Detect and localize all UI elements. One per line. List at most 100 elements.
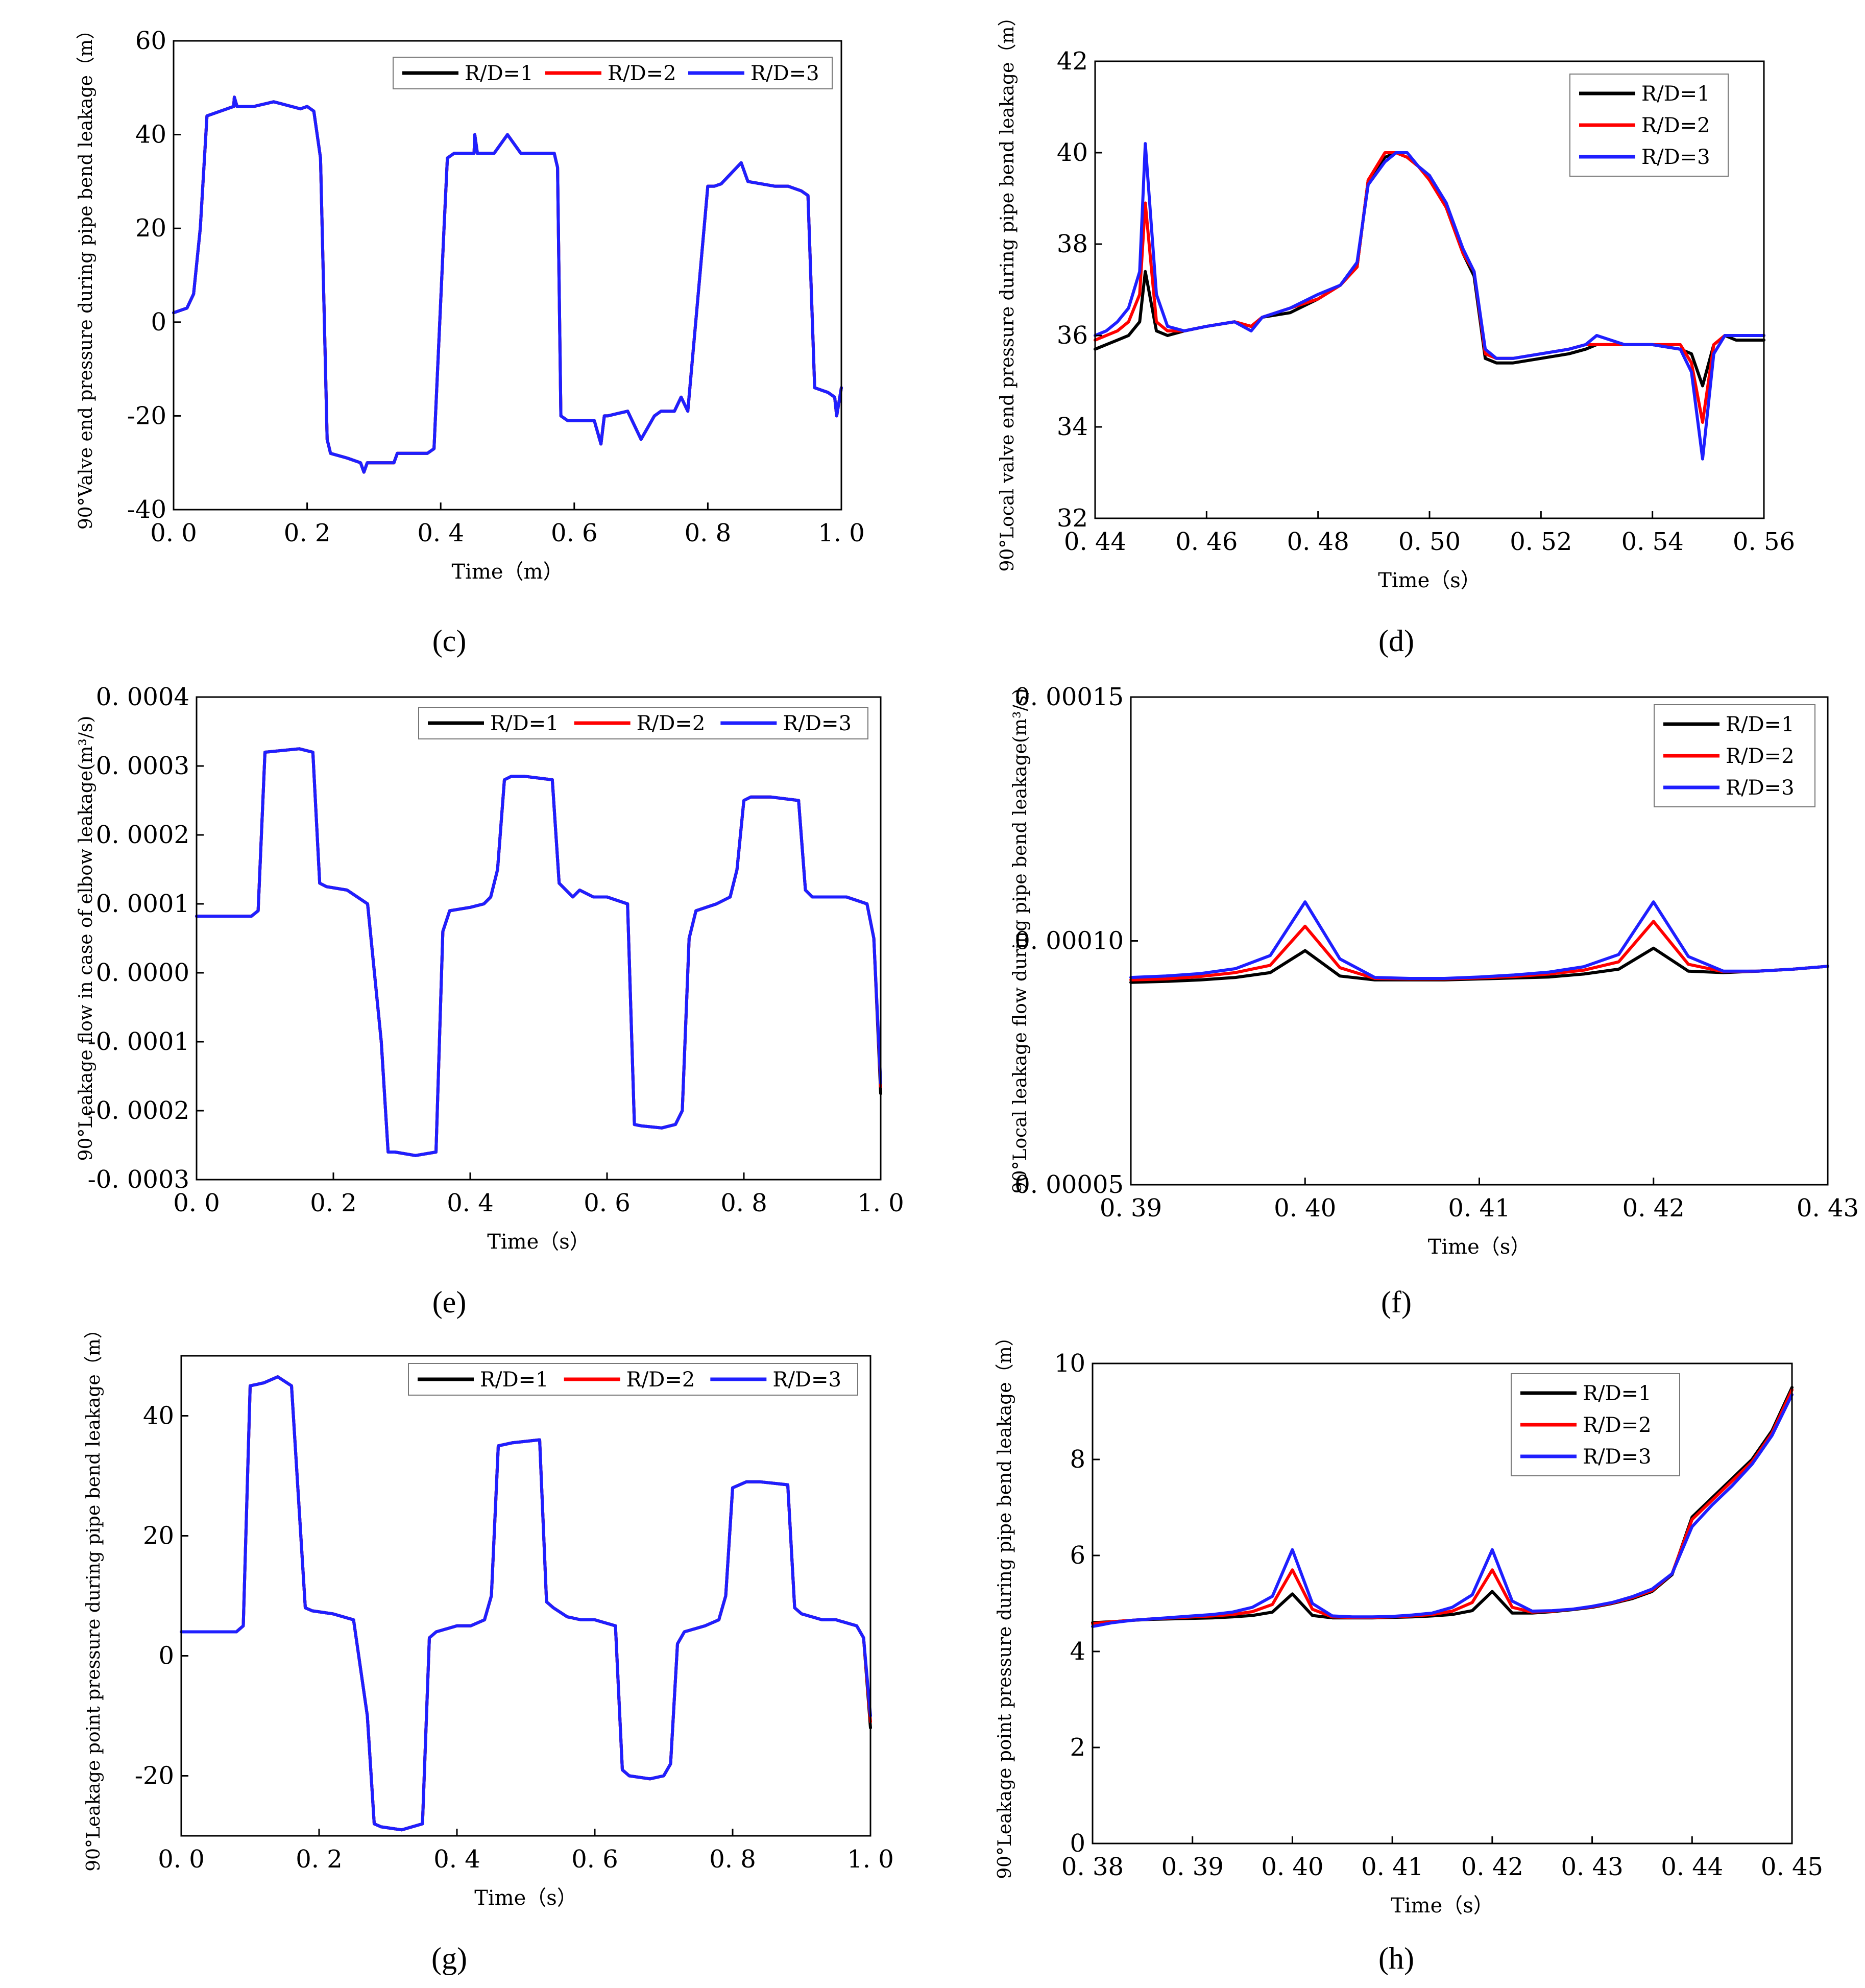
- legend-entry-1: R/D=1: [480, 1368, 549, 1392]
- y-tick-label: 0. 0004: [96, 683, 189, 711]
- chart-panel-f: 0. 39 0. 40 0. 41 0. 42 0. 43 0. 00005 0. 0001…: [1010, 683, 1859, 1319]
- plot-frame: [173, 40, 842, 511]
- legend-box: [408, 1363, 858, 1396]
- y-tick-label: 42: [1057, 47, 1088, 76]
- x-axis-label: Time（s）: [1378, 569, 1481, 592]
- y-tick-label: 0: [151, 308, 166, 337]
- chart-panel-e: 0. 0 0. 2 0. 4 0. 6 0. 8 1. 0 -0. 0003 -0. 0002…: [76, 683, 904, 1319]
- legend-entry-2: R/D=2: [637, 712, 706, 735]
- x-tick-label: 0. 40: [1274, 1194, 1336, 1223]
- series-lines: [195, 747, 882, 1157]
- series-line-3: [180, 1375, 872, 1832]
- x-tick-label: 0. 40: [1261, 1853, 1323, 1881]
- x-tick-label: 0. 43: [1797, 1194, 1859, 1223]
- series-lines: [1094, 142, 1765, 461]
- series-line-2: [172, 95, 843, 474]
- y-tick-label: 0. 00015: [1014, 683, 1124, 711]
- y-tick-label: 36: [1057, 321, 1088, 350]
- y-tick-label: 0. 00005: [1014, 1170, 1124, 1199]
- y-tick-label: 32: [1057, 504, 1088, 533]
- legend-box: [418, 707, 868, 739]
- plot-frame: [196, 696, 882, 1181]
- x-tick-label: 0. 2: [284, 519, 331, 547]
- y-tick-label: 38: [1057, 230, 1088, 258]
- x-tick-label: 0. 0: [150, 519, 197, 547]
- legend-entry-2: R/D=2: [1583, 1414, 1652, 1437]
- x-tick-label: 0. 4: [417, 519, 464, 547]
- x-axis-label: Time（s）: [1391, 1894, 1494, 1918]
- y-tick-label: -20: [135, 1762, 174, 1790]
- legend: R/D=1 R/D=2 R/D=3: [1511, 1373, 1680, 1476]
- y-tick-label: 40: [135, 121, 166, 149]
- x-tick-label: 0. 6: [551, 519, 598, 547]
- y-axis-label: 90°Leakage point pressure during pipe be…: [83, 1320, 104, 1872]
- x-tick-label: 0. 0: [173, 1189, 220, 1217]
- x-tick-label: 0. 2: [296, 1845, 343, 1874]
- x-axis-label: Time（s）: [487, 1230, 590, 1254]
- y-tick-label: 40: [143, 1402, 174, 1430]
- x-tick-label: 0. 0: [158, 1845, 205, 1874]
- series-lines: [1091, 1386, 1794, 1628]
- legend: R/D=1 R/D=2 R/D=3: [1654, 704, 1815, 807]
- x-tick-label: 0. 44: [1661, 1853, 1723, 1881]
- y-tick-label: 4: [1070, 1637, 1085, 1666]
- x-tick-label: 0. 8: [720, 1189, 767, 1217]
- legend-entry-3: R/D=3: [750, 62, 819, 85]
- legend-entry-2: R/D=2: [608, 62, 676, 85]
- x-tick-label: 0. 43: [1561, 1853, 1624, 1881]
- panel-label: (d): [1378, 624, 1414, 658]
- x-tick-label: 0. 39: [1100, 1194, 1162, 1223]
- x-tick-label: 1. 0: [857, 1189, 904, 1217]
- x-tick-label: 0. 8: [709, 1845, 756, 1874]
- panel-label: (e): [432, 1285, 467, 1319]
- series-line-2: [1094, 151, 1765, 424]
- y-axis-label: 90°Valve end pressure during pipe bend l…: [76, 21, 96, 530]
- x-tick-label: 0. 44: [1064, 528, 1126, 556]
- legend-box: [393, 57, 833, 89]
- y-tick-label: 20: [135, 214, 166, 243]
- x-tick-label: 0. 52: [1510, 528, 1572, 556]
- series-lines: [172, 95, 843, 474]
- panel-label: (c): [432, 624, 467, 658]
- series-lines: [1129, 900, 1829, 984]
- y-axis-label: 90°Local valve end pressure during pipe …: [997, 8, 1018, 571]
- y-axis-label: 90°Leakage flow in case of elbow leakage…: [76, 716, 96, 1161]
- y-tick-label: -20: [127, 401, 166, 430]
- y-tick-label: 0: [1070, 1829, 1085, 1858]
- x-tick-label: 0. 6: [571, 1845, 618, 1874]
- legend-entry-3: R/D=3: [1583, 1445, 1652, 1469]
- x-tick-label: 0. 4: [433, 1845, 480, 1874]
- y-tick-label: -0. 0003: [88, 1165, 189, 1194]
- legend-entry-3: R/D=3: [772, 1368, 841, 1392]
- series-line-1: [195, 747, 882, 1157]
- series-line-2: [180, 1375, 872, 1832]
- chart-panel-d: 0. 44 0. 46 0. 48 0. 50 0. 52 0. 54 0. 56 32 34 3…: [997, 8, 1795, 658]
- x-axis-label: Time（s）: [474, 1886, 577, 1910]
- y-tick-label: 2: [1070, 1733, 1085, 1762]
- legend-entry-2: R/D=2: [1641, 114, 1710, 137]
- panel-label: (g): [431, 1942, 467, 1975]
- x-tick-label: 0. 45: [1761, 1853, 1823, 1881]
- x-tick-label: 0. 41: [1361, 1853, 1423, 1881]
- x-tick-label: 0. 56: [1733, 528, 1795, 556]
- y-tick-label: 0: [158, 1642, 174, 1670]
- x-tick-label: 0. 6: [584, 1189, 631, 1217]
- x-tick-label: 0. 4: [447, 1189, 494, 1217]
- legend: R/D=1 R/D=2 R/D=3: [1569, 74, 1729, 177]
- legend: R/D=1 R/D=2 R/D=3: [408, 1363, 858, 1396]
- x-tick-label: 0. 50: [1398, 528, 1461, 556]
- y-tick-label: 6: [1070, 1541, 1085, 1570]
- panel-label: (f): [1381, 1285, 1412, 1319]
- series-line-1: [1091, 1386, 1794, 1624]
- x-tick-label: 0. 41: [1448, 1194, 1510, 1223]
- x-tick-label: 0. 2: [310, 1189, 357, 1217]
- legend-entry-3: R/D=3: [783, 712, 852, 735]
- series-line-1: [180, 1375, 872, 1832]
- series-line-3: [172, 95, 843, 474]
- y-tick-label: 60: [135, 27, 166, 55]
- y-tick-label: 8: [1070, 1445, 1085, 1474]
- y-tick-label: 0. 0003: [96, 752, 189, 780]
- plot-frame: [1092, 1362, 1793, 1845]
- y-tick-label: -0. 0001: [88, 1027, 189, 1056]
